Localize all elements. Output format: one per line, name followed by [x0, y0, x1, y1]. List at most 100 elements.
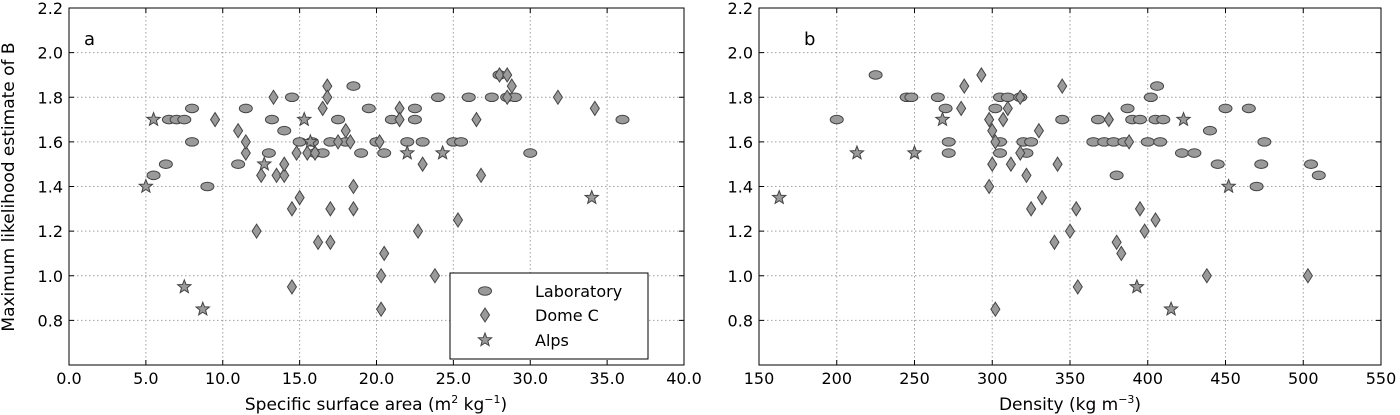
panel-a-point-laboratory	[231, 159, 246, 169]
panel-b-point-laboratory	[1132, 114, 1147, 125]
panel-b-point-dome-c	[1071, 200, 1082, 217]
panel-a-point-laboratory	[146, 170, 161, 181]
panel-b-point-dome-c	[987, 122, 998, 139]
panel-a-y-tick-label: 1.4	[38, 178, 63, 197]
panel-b-point-laboratory	[868, 70, 883, 80]
panel-a-point-dome-c	[286, 278, 298, 295]
panel-a-point-dome-c	[376, 267, 387, 284]
panel-b-point-dome-c	[1052, 156, 1063, 173]
panel-b-point-alps	[934, 111, 951, 127]
panel-a-point-laboratory	[277, 125, 292, 136]
panel-b-x-tick-label: 200	[821, 369, 852, 388]
panel-a-point-alps	[176, 278, 193, 294]
legend-marker-laboratory	[478, 286, 492, 296]
panel-b-point-laboratory	[1210, 159, 1225, 169]
panel-a-point-laboratory	[331, 114, 346, 125]
panel-b-label: b	[804, 29, 815, 50]
panel-a-point-laboratory	[431, 92, 445, 103]
panel-b-point-dome-c	[1015, 145, 1026, 161]
panel-a-point-alps	[302, 133, 319, 149]
panel-b-point-laboratory	[1055, 114, 1070, 125]
panel-a-point-laboratory	[238, 103, 253, 114]
panel-b-point-laboratory	[1218, 103, 1233, 114]
panel-b-point-dome-c	[990, 301, 1001, 318]
panel-a-point-laboratory	[185, 137, 199, 147]
panel-b-point-dome-c	[1026, 200, 1037, 217]
panel-a-point-alps	[194, 300, 211, 317]
panel-a-x-tick-label: 40.0	[666, 369, 702, 388]
panel-b-point-laboratory	[1153, 137, 1168, 147]
panel-a-point-dome-c	[379, 245, 390, 262]
panel-b-point-laboratory	[1143, 92, 1158, 103]
panel-a-point-laboratory	[484, 92, 499, 103]
panel-b-point-laboratory	[988, 103, 1003, 114]
panel-b-point-laboratory	[1140, 137, 1155, 147]
panel-b-y-tick-label: 1.4	[728, 178, 753, 197]
panel-a-point-dome-c	[309, 145, 321, 161]
legend-marker-alps	[477, 331, 493, 347]
panel-b-point-alps	[848, 144, 865, 160]
panel-b-x-tick-label: 150	[744, 369, 775, 388]
panel-b-x-tick-label: 300	[977, 369, 1008, 388]
panel-b-point-dome-c	[959, 78, 970, 95]
panel-a-point-laboratory	[177, 114, 192, 125]
panel-b-y-tick-label: 1.8	[728, 88, 753, 107]
panel-b-point-dome-c	[1139, 223, 1150, 240]
panel-a-point-dome-c	[348, 178, 359, 195]
panel-a-point-dome-c	[412, 223, 424, 240]
panel-b-point-dome-c	[1111, 234, 1122, 251]
panel-b-point-laboratory	[930, 92, 945, 103]
panel-a-point-dome-c	[233, 122, 244, 139]
panel-a-point-laboratory	[354, 148, 369, 158]
panel-b-point-alps	[1175, 111, 1192, 127]
panel-a-point-dome-c	[506, 78, 517, 95]
panel-a-point-laboratory	[264, 114, 279, 125]
panel-b-point-dome-c	[1116, 245, 1127, 262]
panel-a-point-dome-c	[322, 89, 333, 106]
panel-a-marks	[137, 67, 630, 318]
panel-b-point-laboratory	[1254, 159, 1269, 169]
panel-b-point-laboratory	[1241, 103, 1256, 114]
panel-a-y-tick-label: 1.2	[38, 222, 63, 241]
panel-a-point-alps	[296, 111, 313, 127]
legend: Laboratory Dome C Alps	[449, 272, 649, 360]
panel-b-point-dome-c	[987, 156, 998, 173]
panel-b-point-dome-c	[1134, 200, 1146, 217]
panel-b-point-laboratory	[1120, 103, 1135, 114]
panel-a-point-dome-c	[452, 212, 464, 228]
panel-a-point-dome-c	[209, 111, 221, 128]
panel-b-x-tick-label: 500	[1288, 369, 1319, 388]
panel-a-point-dome-c	[417, 156, 428, 173]
panel-b-point-dome-c	[1072, 278, 1083, 295]
panel-b-point-dome-c	[1150, 212, 1161, 228]
panel-a-point-laboratory	[407, 103, 422, 114]
panel-a-y-tick-label: 1.6	[38, 133, 63, 152]
panel-b-point-alps	[1163, 300, 1180, 317]
panel-a-point-dome-c	[279, 156, 290, 173]
panel-b-point-laboratory	[941, 137, 956, 147]
panel-a-point-laboratory	[292, 137, 307, 147]
panel-a-point-alps	[583, 189, 600, 205]
panel-b-point-dome-c	[1036, 189, 1048, 206]
panel-b-point-dome-c	[1064, 223, 1076, 240]
panel-a-y-tick-label: 2.0	[38, 44, 63, 63]
panel-b-y-tick-label: 0.8	[728, 311, 753, 330]
panel-a-point-dome-c	[394, 111, 405, 128]
panel-a-point-dome-c	[240, 133, 251, 150]
panel-a-point-dome-c	[332, 133, 344, 150]
panel-b-point-laboratory	[1156, 114, 1171, 125]
panel-a-point-alps	[434, 144, 451, 160]
panel-b-point-laboratory	[1174, 148, 1189, 158]
panel-b-point-alps	[771, 189, 788, 205]
panel-b-y-tick-label: 1.0	[728, 267, 753, 286]
panel-a-point-alps	[145, 111, 162, 127]
panel-b-y-tick-label: 1.2	[728, 222, 753, 241]
panel-b-point-laboratory	[1311, 170, 1326, 181]
panel-a-point-dome-c	[291, 145, 302, 161]
panel-b-x-tick-label: 250	[899, 369, 930, 388]
panel-b-point-laboratory	[938, 103, 953, 114]
panel-a-x-tick-label: 20.0	[359, 369, 395, 388]
panel-a-point-dome-c	[325, 234, 336, 251]
panel-a-point-dome-c	[494, 67, 505, 83]
